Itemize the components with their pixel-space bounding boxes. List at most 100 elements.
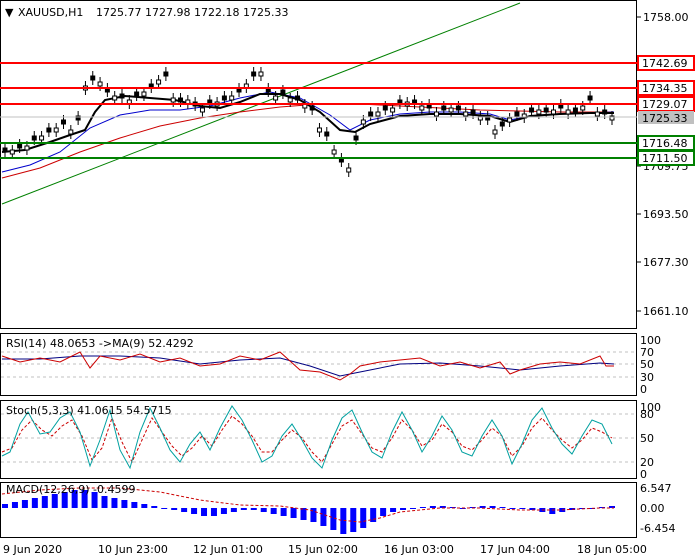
main-pane[interactable] <box>0 0 637 329</box>
level-label-1742-69: 1742.69 <box>642 57 688 70</box>
symbol-label: XAUUSD,H1 <box>18 6 83 19</box>
candle-body <box>97 81 103 87</box>
macd-histogram-bar <box>330 508 337 530</box>
candle-body <box>53 127 59 133</box>
macd-histogram-bar <box>161 508 168 509</box>
macd-label: MACD(12,26,9) -0.4599 <box>6 483 136 496</box>
macd-histogram-bar <box>111 498 118 508</box>
candle-body <box>273 95 279 101</box>
candle-body <box>536 109 542 115</box>
time-axis[interactable]: 9 Jun 2020 10 Jun 23:00 12 Jun 01:00 15 … <box>3 543 647 556</box>
candle-body <box>178 97 184 103</box>
stoch-pane[interactable] <box>0 400 637 479</box>
macd-histogram-bar <box>519 508 526 509</box>
time-tick: 10 Jun 23:00 <box>98 543 168 556</box>
macd-histogram-bar <box>300 508 307 520</box>
candle-body <box>470 109 476 115</box>
macd-histogram-bar <box>320 508 327 526</box>
macd-histogram-bar <box>141 504 148 508</box>
macd-histogram-bar <box>409 508 416 509</box>
candle-body <box>441 105 447 111</box>
macd-histogram-bar <box>101 496 108 508</box>
candle-body <box>390 107 396 113</box>
candle-body <box>331 149 337 155</box>
candle-body <box>112 95 118 101</box>
macd-histogram-bar <box>151 506 158 508</box>
price-tick: 1661.10 <box>643 305 689 318</box>
macd-histogram-bar <box>509 508 516 509</box>
macd-histogram-bar <box>41 496 48 508</box>
rsi-line <box>1 351 614 381</box>
macd-pane[interactable] <box>0 482 637 538</box>
time-tick: 18 Jun 05:00 <box>577 543 647 556</box>
macd-histogram-bar <box>91 492 98 508</box>
candle-body <box>258 71 264 77</box>
candle-body <box>9 149 15 155</box>
rsi-tick: 50 <box>640 358 654 371</box>
level-labels: 1742.69 1734.35 1729.07 1725.33 1716.48 … <box>637 55 695 166</box>
stoch-signal-line <box>1 415 613 464</box>
macd-histogram-bar <box>400 508 407 510</box>
candle-body <box>316 127 322 133</box>
stoch-tick: 20 <box>640 456 654 469</box>
candle-body <box>251 71 257 77</box>
stoch-tick: 50 <box>640 432 654 445</box>
rsi-pane[interactable] <box>0 333 637 396</box>
level-label-current: 1725.33 <box>642 112 688 125</box>
candle-body <box>119 93 125 99</box>
chart-title-arrow-icon: ▼ <box>5 6 14 19</box>
rsi-tick: 30 <box>640 371 654 384</box>
level-label-1729-07: 1729.07 <box>642 98 688 111</box>
candle-body <box>594 111 600 117</box>
macd-histogram-bar <box>370 508 377 522</box>
macd-histogram-bar <box>21 500 28 508</box>
level-label-1734-35: 1734.35 <box>642 82 688 95</box>
candle-body <box>580 105 586 111</box>
candle-body <box>134 91 140 97</box>
macd-histogram-bar <box>81 490 88 508</box>
candle-body <box>499 121 505 127</box>
macd-axis: 6.547 0.00 -6.454 <box>640 482 675 535</box>
time-tick: 17 Jun 04:00 <box>480 543 550 556</box>
candle-body <box>368 111 374 117</box>
candle-body <box>46 127 52 133</box>
macd-histogram-bar <box>71 490 78 508</box>
candle-body <box>75 115 81 121</box>
candle-body <box>309 105 315 111</box>
price-candles <box>2 67 615 177</box>
candle-body <box>221 95 227 101</box>
macd-histogram-bar <box>439 506 446 508</box>
macd-histogram-bar <box>250 508 257 510</box>
candle-body <box>382 105 388 111</box>
macd-signal-line <box>1 487 614 523</box>
candle-body <box>287 97 293 103</box>
candle-body <box>565 109 571 115</box>
macd-histogram-bar <box>210 508 217 516</box>
macd-histogram-bar <box>549 508 556 514</box>
macd-histogram-bar <box>429 506 436 508</box>
macd-histogram-bar <box>390 508 397 512</box>
candle-body <box>295 95 301 101</box>
macd-histogram-bar <box>529 508 536 510</box>
candle-body <box>602 109 608 115</box>
candle-body <box>507 117 513 123</box>
candle-body <box>141 91 147 97</box>
rsi-tick: 0 <box>640 383 647 396</box>
candle-body <box>17 143 23 149</box>
candle-body <box>477 115 483 121</box>
candle-body <box>324 131 330 137</box>
candle-body <box>156 79 162 85</box>
macd-histogram-bar <box>609 506 615 508</box>
macd-histogram-bar <box>230 508 237 512</box>
candle-body <box>199 107 205 113</box>
stoch-tick: 80 <box>640 408 654 421</box>
macd-tick: 0.00 <box>640 502 665 515</box>
stoch-tick: 100 <box>640 401 661 414</box>
candle-body <box>90 75 96 81</box>
stoch-axis: 100 80 50 20 0 <box>640 401 661 481</box>
candle-body <box>24 145 30 151</box>
candle-body <box>280 89 286 95</box>
stoch-label: Stoch(5,3,3) 41.0615 54.5715 <box>6 404 172 417</box>
candle-body <box>529 107 535 113</box>
